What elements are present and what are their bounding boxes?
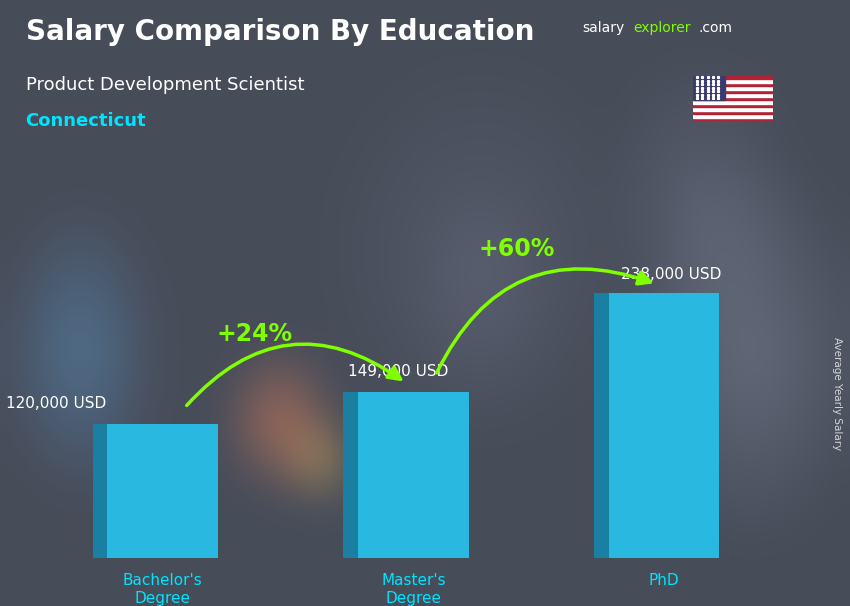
Bar	[693, 83, 774, 86]
Bar	[609, 293, 719, 558]
Bar	[693, 114, 774, 118]
Bar	[693, 100, 774, 104]
Bar	[693, 118, 774, 121]
Bar	[693, 93, 774, 97]
Polygon shape	[343, 392, 358, 558]
Text: Salary Comparison By Education: Salary Comparison By Education	[26, 18, 534, 46]
Text: 149,000 USD: 149,000 USD	[348, 364, 449, 379]
Text: Average Yearly Salary: Average Yearly Salary	[832, 338, 842, 450]
Text: salary: salary	[582, 21, 625, 35]
Text: .com: .com	[699, 21, 733, 35]
Bar	[693, 104, 774, 107]
Polygon shape	[93, 424, 107, 558]
Text: Connecticut: Connecticut	[26, 112, 146, 130]
Text: +24%: +24%	[216, 322, 292, 346]
Text: explorer: explorer	[633, 21, 691, 35]
Bar	[693, 107, 774, 111]
Bar	[693, 86, 774, 90]
Bar	[107, 424, 218, 558]
Text: Product Development Scientist: Product Development Scientist	[26, 76, 304, 94]
Bar	[693, 97, 774, 100]
Bar	[358, 392, 468, 558]
Bar	[693, 76, 725, 100]
Text: 120,000 USD: 120,000 USD	[6, 396, 106, 411]
Text: 238,000 USD: 238,000 USD	[621, 267, 722, 282]
Text: +60%: +60%	[479, 237, 555, 261]
Bar	[693, 111, 774, 114]
Bar	[693, 79, 774, 83]
Bar	[693, 76, 774, 79]
Bar	[693, 90, 774, 93]
Polygon shape	[594, 293, 609, 558]
